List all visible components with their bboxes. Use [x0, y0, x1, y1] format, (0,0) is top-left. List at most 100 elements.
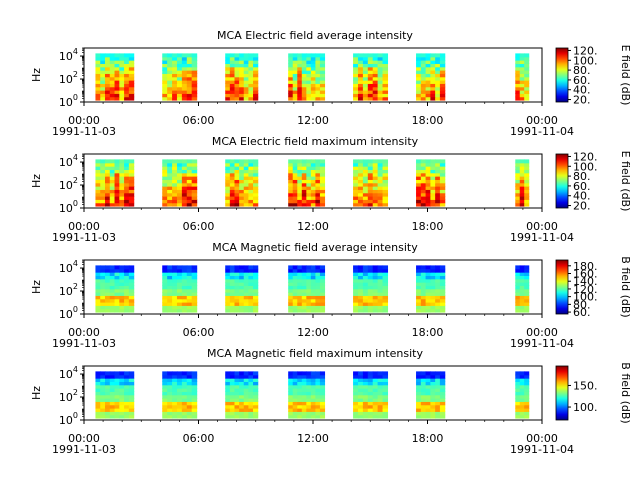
heatmap-cell	[435, 275, 441, 280]
heatmap-cell	[416, 80, 422, 84]
heatmap-cell	[382, 202, 389, 207]
heatmap-cell	[297, 169, 303, 174]
heatmap-cell	[382, 70, 389, 74]
heatmap-cell	[357, 162, 364, 167]
heatmap-cell	[362, 176, 369, 180]
heatmap-cell	[253, 186, 259, 190]
heatmap-cell	[225, 414, 231, 419]
heatmap-cell	[234, 301, 240, 306]
heatmap-cell	[239, 411, 245, 416]
heatmap-cell	[100, 272, 106, 276]
heatmap-cell	[186, 388, 193, 392]
heatmap-cell	[435, 292, 441, 296]
heatmap-cell	[435, 301, 441, 306]
heatmap-cell	[114, 166, 120, 170]
heatmap-cell	[362, 166, 369, 170]
heatmap-cell	[234, 378, 240, 382]
heatmap-cell	[377, 172, 384, 177]
heatmap-cell	[176, 176, 183, 180]
heatmap-cell	[353, 83, 359, 88]
heatmap-cell	[420, 63, 427, 68]
heatmap-cell	[439, 394, 446, 399]
heatmap-cell	[315, 282, 321, 286]
heatmap-cell	[382, 172, 389, 177]
heatmap-cell	[167, 56, 173, 61]
heatmap-cell	[319, 172, 326, 177]
heatmap-cell	[519, 166, 525, 170]
heatmap-cell	[288, 278, 294, 283]
heatmap-cell	[420, 192, 427, 197]
heatmap-cell	[306, 288, 312, 293]
heatmap-cell	[239, 195, 245, 200]
heatmap-cell	[425, 70, 431, 74]
heatmap-cell	[100, 159, 106, 164]
colorbar-tick-label: 120.	[573, 283, 598, 296]
heatmap-cell	[186, 378, 193, 382]
heatmap-cell	[234, 292, 240, 296]
heatmap-cell	[229, 374, 236, 379]
heatmap-cell	[420, 288, 427, 293]
heatmap-cell	[124, 265, 130, 270]
heatmap-cell	[362, 60, 369, 64]
heatmap-cell	[416, 176, 422, 180]
heatmap-cell	[176, 308, 183, 313]
heatmap-cell	[128, 288, 135, 293]
heatmap-cell	[114, 80, 120, 84]
heatmap-cell	[372, 414, 379, 419]
heatmap-cell	[162, 63, 168, 68]
heatmap-cell	[253, 278, 259, 283]
heatmap-cell	[377, 169, 384, 174]
heatmap-cell	[128, 53, 135, 58]
heatmap-cell	[297, 268, 303, 273]
heatmap-cell	[306, 295, 312, 300]
heatmap-cell	[248, 172, 254, 177]
heatmap-cell	[301, 179, 307, 184]
heatmap-cell	[109, 301, 116, 306]
heatmap-cell	[319, 199, 326, 204]
heatmap-cell	[253, 265, 259, 270]
heatmap-cell	[229, 301, 236, 306]
heatmap-cell	[310, 202, 316, 207]
heatmap-cell	[310, 384, 316, 389]
heatmap-cell	[515, 292, 521, 296]
heatmap-cell	[172, 76, 178, 81]
heatmap-cell	[225, 176, 231, 180]
heatmap-cell	[310, 391, 316, 396]
heatmap-cell	[119, 292, 125, 296]
heatmap-cell	[519, 285, 525, 290]
heatmap-cell	[319, 166, 326, 170]
heatmap-cell	[128, 265, 135, 270]
heatmap-cell	[315, 378, 321, 382]
heatmap-cell	[104, 162, 111, 167]
heatmap-cell	[306, 414, 312, 419]
heatmap-cell	[430, 86, 436, 91]
heatmap-cell	[128, 292, 135, 296]
heatmap-cell	[382, 394, 389, 399]
heatmap-cell	[416, 305, 422, 310]
heatmap-cell	[372, 53, 379, 58]
heatmap-cell	[425, 401, 431, 406]
heatmap-cell	[162, 411, 168, 416]
x-tick-label: 00:00	[68, 432, 100, 445]
heatmap-cell	[372, 76, 379, 81]
heatmap-cell	[439, 56, 446, 61]
heatmap-cell	[114, 93, 120, 98]
heatmap-cell	[176, 56, 183, 61]
heatmap-cell	[95, 192, 101, 197]
heatmap-cell	[248, 159, 254, 164]
heatmap-cell	[176, 404, 183, 409]
heatmap-cell	[301, 63, 307, 68]
heatmap-cell	[353, 96, 359, 101]
heatmap-cell	[234, 278, 240, 283]
heatmap-cell	[430, 192, 436, 197]
heatmap-cell	[430, 179, 436, 184]
heatmap-cell	[362, 384, 369, 389]
heatmap-cell	[416, 288, 422, 293]
heatmap-cell	[253, 388, 259, 392]
heatmap-cell	[315, 371, 321, 376]
heatmap-cell	[425, 268, 431, 273]
heatmap-cell	[367, 83, 374, 88]
heatmap-cell	[372, 192, 379, 197]
heatmap-cell	[172, 371, 178, 376]
heatmap-cell	[248, 394, 254, 399]
